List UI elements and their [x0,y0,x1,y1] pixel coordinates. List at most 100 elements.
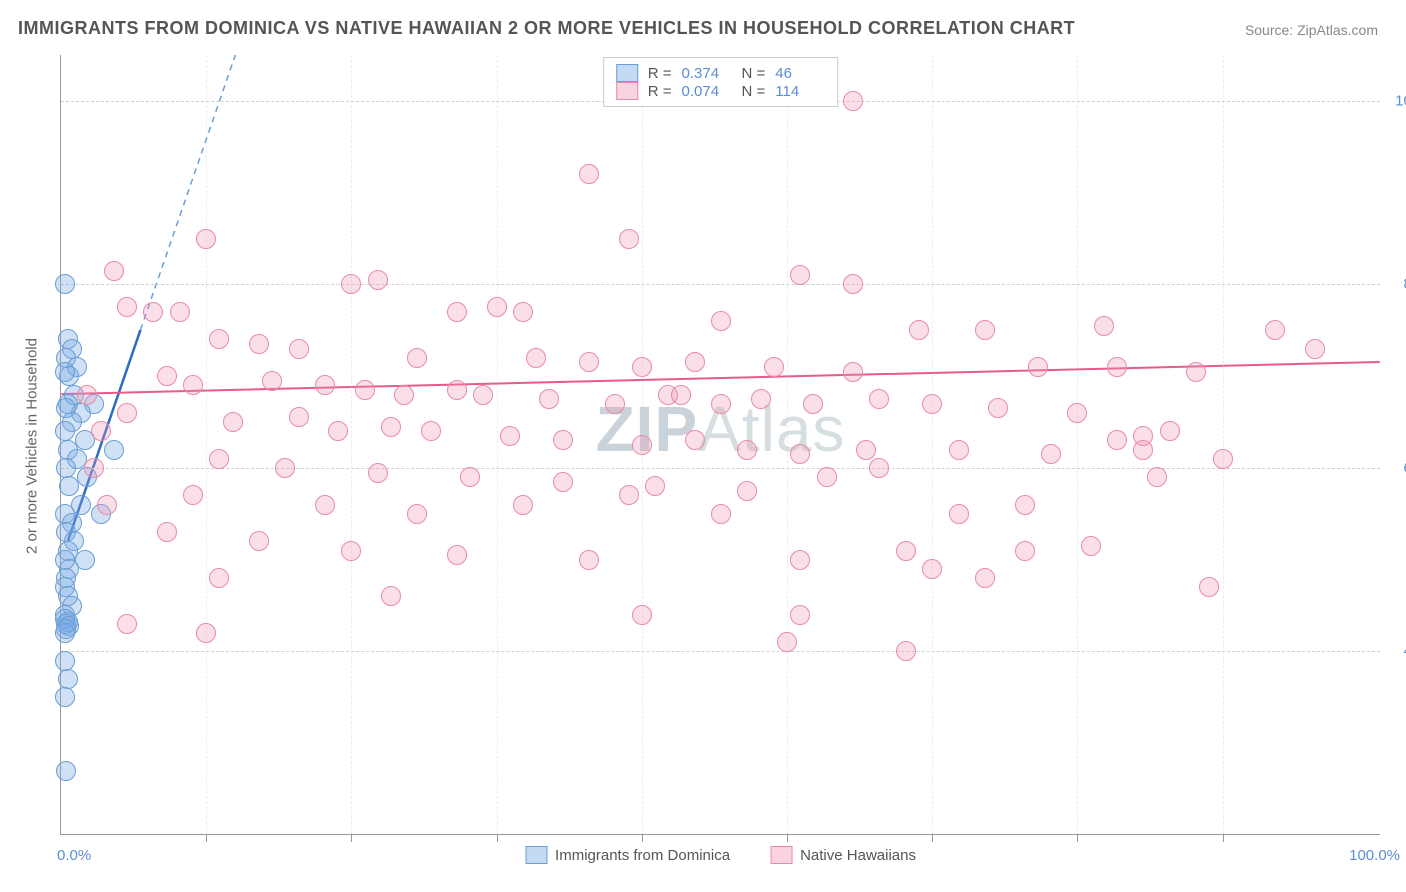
point-series-b [223,412,243,432]
point-series-b [975,568,995,588]
point-series-b [513,302,533,322]
point-series-b [764,357,784,377]
point-series-b [896,541,916,561]
point-series-b [790,265,810,285]
point-series-b [949,504,969,524]
gridline-v [1077,55,1078,834]
point-series-b [249,334,269,354]
point-series-b [117,403,137,423]
legend-series: Immigrants from Dominica Native Hawaiian… [525,846,916,864]
point-series-b [843,362,863,382]
point-series-b [1041,444,1061,464]
point-series-b [77,385,97,405]
legend-item-1: Immigrants from Dominica [525,846,730,864]
point-series-b [949,440,969,460]
point-series-b [341,541,361,561]
point-series-b [407,504,427,524]
point-series-b [157,522,177,542]
point-series-b [117,297,137,317]
point-series-b [1015,541,1035,561]
point-series-b [249,531,269,551]
point-series-a [56,761,76,781]
point-series-b [183,375,203,395]
point-series-b [685,352,705,372]
x-tick [1223,834,1224,842]
x-tick [497,834,498,842]
point-series-b [421,421,441,441]
point-series-b [117,614,137,634]
r-label: R = [648,83,672,100]
point-series-b [315,375,335,395]
point-series-b [104,261,124,281]
point-series-b [328,421,348,441]
point-series-a [55,623,75,643]
r-value-1: 0.374 [682,65,732,82]
point-series-b [487,297,507,317]
point-series-b [671,385,691,405]
point-series-b [1067,403,1087,423]
point-series-b [262,371,282,391]
point-series-b [790,605,810,625]
legend-swatch-2 [616,82,638,100]
point-series-b [341,274,361,294]
point-series-b [975,320,995,340]
point-series-b [289,407,309,427]
point-series-a [55,362,75,382]
point-series-b [896,641,916,661]
point-series-b [790,550,810,570]
x-axis-min-label: 0.0% [57,847,91,864]
gridline-h [61,284,1380,285]
point-series-b [645,476,665,496]
point-series-b [526,348,546,368]
point-series-b [196,623,216,643]
point-series-b [196,229,216,249]
point-series-b [143,302,163,322]
point-series-b [460,467,480,487]
point-series-b [157,366,177,386]
point-series-b [922,559,942,579]
y-axis-label: 2 or more Vehicles in Household [24,338,41,554]
legend-stats: R = 0.374 N = 46 R = 0.074 N = 114 [603,57,839,107]
point-series-b [1028,357,1048,377]
x-tick [787,834,788,842]
point-series-b [1094,316,1114,336]
point-series-b [97,495,117,515]
point-series-b [1081,536,1101,556]
point-series-b [856,440,876,460]
point-series-b [553,472,573,492]
point-series-b [579,550,599,570]
point-series-b [869,458,889,478]
point-series-b [394,385,414,405]
legend-stats-row-1: R = 0.374 N = 46 [616,64,826,82]
point-series-b [843,274,863,294]
gridline-v [206,55,207,834]
n-value-2: 114 [775,83,825,100]
legend-swatch-1 [616,64,638,82]
legend-swatch-b1 [525,846,547,864]
point-series-b [869,389,889,409]
gridline-v [351,55,352,834]
point-series-b [91,421,111,441]
legend-stats-row-2: R = 0.074 N = 114 [616,82,826,100]
gridline-h [61,651,1380,652]
x-axis-max-label: 100.0% [1349,847,1400,864]
point-series-b [209,449,229,469]
point-series-b [183,485,203,505]
point-series-b [1265,320,1285,340]
point-series-b [1107,430,1127,450]
plot-area: ZIPAtlas R = 0.374 N = 46 R = 0.074 N = … [60,55,1380,835]
point-series-b [843,91,863,111]
point-series-b [1160,421,1180,441]
point-series-b [553,430,573,450]
point-series-b [1199,577,1219,597]
point-series-b [711,311,731,331]
point-series-a [55,651,75,671]
point-series-b [790,444,810,464]
legend-item-2: Native Hawaiians [770,846,916,864]
gridline-v [1223,55,1224,834]
point-series-b [315,495,335,515]
point-series-b [817,467,837,487]
point-series-b [500,426,520,446]
point-series-a [55,421,75,441]
r-value-2: 0.074 [682,83,732,100]
